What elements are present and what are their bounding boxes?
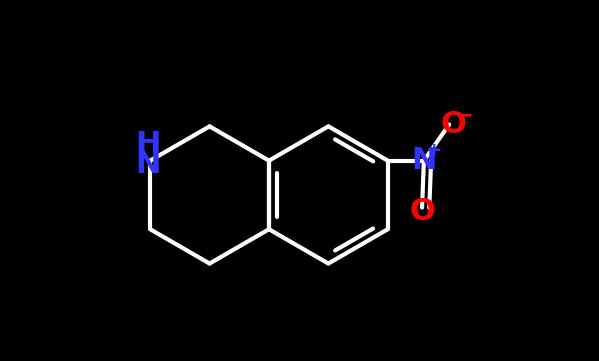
Text: O: O (441, 110, 467, 139)
Text: N: N (411, 146, 437, 175)
Text: +: + (426, 141, 442, 160)
Text: −: − (455, 105, 474, 126)
Text: O: O (409, 197, 435, 226)
Text: H: H (136, 130, 161, 159)
Text: N: N (136, 150, 161, 179)
